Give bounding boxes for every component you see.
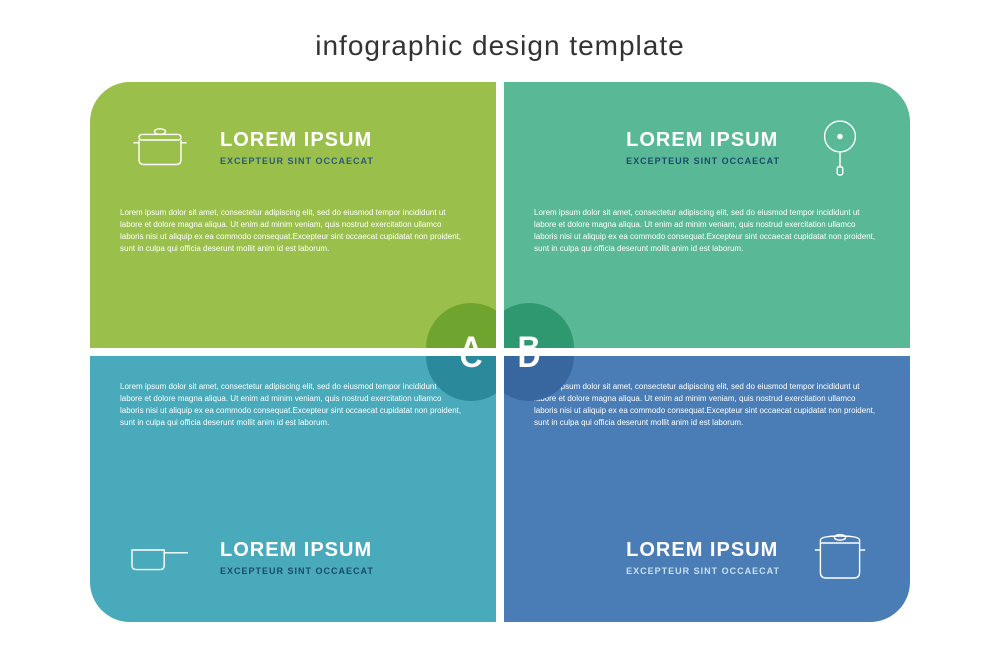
- card-a-titles: LOREM IPSUM EXCEPTEUR SINT OCCAECAT: [220, 129, 374, 166]
- card-b-subtitle: EXCEPTEUR SINT OCCAECAT: [626, 156, 780, 166]
- stock-pot-icon: [800, 522, 880, 592]
- card-b-title: LOREM IPSUM: [626, 129, 780, 152]
- card-a-body: Lorem ipsum dolor sit amet, consectetur …: [90, 197, 496, 270]
- card-b-header: LOREM IPSUM EXCEPTEUR SINT OCCAECAT: [504, 82, 910, 197]
- magnifying-glass-icon: [800, 112, 880, 182]
- infographic-container: infographic design template LOREM IPSUM …: [0, 0, 1000, 667]
- card-c-header: LOREM IPSUM EXCEPTEUR SINT OCCAECAT: [90, 497, 496, 622]
- card-grid: LOREM IPSUM EXCEPTEUR SINT OCCAECAT Lore…: [90, 82, 910, 622]
- card-d-header: LOREM IPSUM EXCEPTEUR SINT OCCAECAT: [504, 497, 910, 622]
- card-a: LOREM IPSUM EXCEPTEUR SINT OCCAECAT Lore…: [90, 82, 496, 348]
- card-d-titles: LOREM IPSUM EXCEPTEUR SINT OCCAECAT: [626, 539, 780, 576]
- card-b-body: Lorem ipsum dolor sit amet, consectetur …: [504, 197, 910, 270]
- card-a-subtitle: EXCEPTEUR SINT OCCAECAT: [220, 156, 374, 166]
- card-d: D Lorem ipsum dolor sit amet, consectetu…: [504, 356, 910, 622]
- card-a-title: LOREM IPSUM: [220, 129, 374, 152]
- card-b: LOREM IPSUM EXCEPTEUR SINT OCCAECAT Lore…: [504, 82, 910, 348]
- card-c-titles: LOREM IPSUM EXCEPTEUR SINT OCCAECAT: [220, 539, 374, 576]
- card-c: C Lorem ipsum dolor sit amet, consectetu…: [90, 356, 496, 622]
- card-d-subtitle: EXCEPTEUR SINT OCCAECAT: [626, 566, 780, 576]
- card-a-header: LOREM IPSUM EXCEPTEUR SINT OCCAECAT: [90, 82, 496, 197]
- card-c-subtitle: EXCEPTEUR SINT OCCAECAT: [220, 566, 374, 576]
- saucepan-icon: [120, 522, 200, 592]
- card-d-title: LOREM IPSUM: [626, 539, 780, 562]
- card-b-titles: LOREM IPSUM EXCEPTEUR SINT OCCAECAT: [626, 129, 780, 166]
- page-title: infographic design template: [90, 30, 910, 62]
- cooking-pot-icon: [120, 112, 200, 182]
- card-c-title: LOREM IPSUM: [220, 539, 374, 562]
